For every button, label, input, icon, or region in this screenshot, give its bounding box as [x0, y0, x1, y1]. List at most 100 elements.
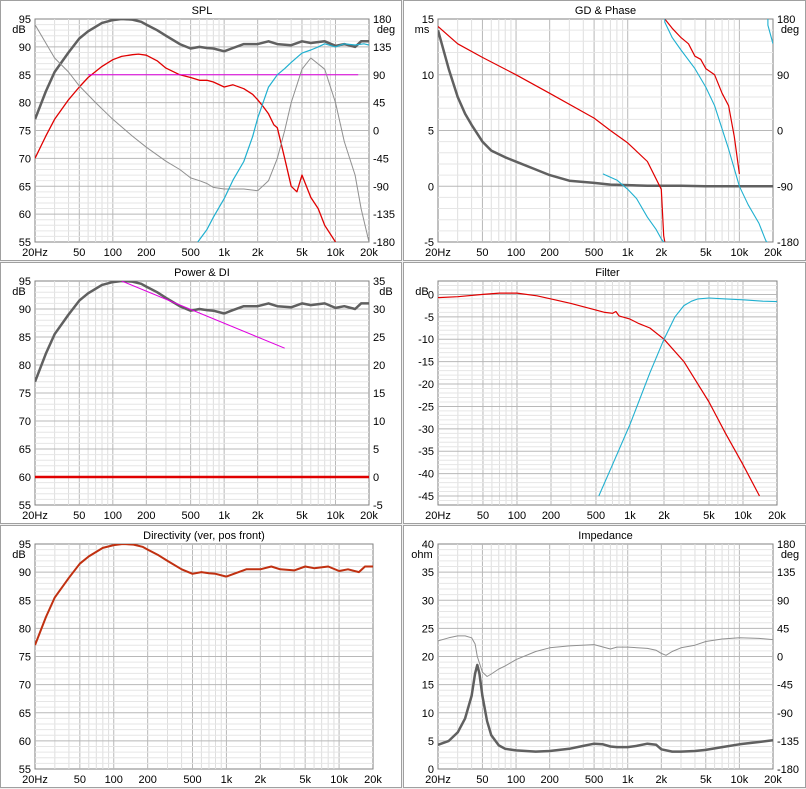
x-tick-label: 100 [105, 774, 123, 786]
x-tick-label: 10k [330, 774, 348, 786]
grid [438, 544, 773, 769]
x-tick-label: 200 [542, 510, 560, 522]
chart-panel-directivity: Directivity (ver, pos front) 20Hz 50 100 200… [0, 525, 402, 788]
y-tick-label-left: 70 [19, 680, 31, 692]
y-tick-label-left: 90 [19, 567, 31, 579]
series-line-2 [35, 53, 337, 242]
y-tick-label-left: 55 [19, 764, 31, 776]
chart-panel-impedance: Impedance 20Hz 50 100 200 500 1k 2k 5k 10k 20k 40 35… [403, 525, 806, 788]
x-tick-label: 50 [73, 510, 85, 522]
chart-panel-gd-phase: GD & Phase 20Hz 50 100 200 500 1k 2k 5k 10k 20k 15 1… [403, 0, 806, 261]
series-group [35, 281, 369, 479]
y-tick-label-right: 30 [373, 304, 385, 316]
y-tick-label-left: 60 [19, 736, 31, 748]
y-tick-label-left: 75 [19, 126, 31, 138]
x-tick-label: 100 [508, 510, 526, 522]
x-tick-label: 500 [183, 774, 201, 786]
y-unit-left: dB [12, 549, 25, 561]
x-tick-label: 20Hz [425, 247, 451, 259]
x-tick-label: 20Hz [22, 510, 48, 522]
y-tick-label-left: 0 [428, 181, 434, 193]
y-tick-label-right: -180 [777, 237, 799, 249]
y-tick-label-right: -90 [777, 708, 793, 720]
chart-title: Directivity (ver, pos front) [143, 530, 265, 542]
series-line-2 [438, 635, 773, 677]
y-tick-label-left: -5 [424, 312, 434, 324]
grid [35, 544, 373, 769]
x-tick-label: 50 [477, 510, 489, 522]
y-tick-label-left: 65 [19, 181, 31, 193]
x-tick-label: 500 [585, 247, 603, 259]
y-unit-right: deg [377, 24, 395, 36]
x-tick-label: 20k [360, 247, 378, 259]
y-tick-label-left: -20 [418, 379, 434, 391]
y-tick-label-right: -5 [373, 500, 383, 512]
grid [438, 281, 777, 505]
chart-panel-spl: SPL 20Hz 50 100 200 500 1k 2k 5k 10k 20k 95 90 85 80 75… [0, 0, 402, 261]
chart-svg-filter: Filter 20Hz 50 100 200 500 1k 2k 5k 10k 20k 0 -5 -10 -… [415, 267, 786, 522]
y-tick-label-right: 0 [373, 126, 379, 138]
x-tick-label: 100 [104, 247, 122, 259]
y-tick-label-left: 90 [19, 42, 31, 54]
y-tick-label-left: 0 [428, 289, 434, 301]
y-tick-label-left: 85 [19, 70, 31, 82]
x-tick-label: 2k [656, 247, 668, 259]
y-tick-label-right: -45 [373, 153, 389, 165]
y-unit-right: deg [781, 549, 799, 561]
y-tick-label-left: 85 [19, 332, 31, 344]
x-tick-label: 2k [252, 247, 264, 259]
x-tick-label: 1k [624, 510, 636, 522]
y-tick-label-left: 70 [19, 416, 31, 428]
y-tick-label-right: -180 [777, 764, 799, 776]
y-tick-label-left: 95 [19, 14, 31, 26]
y-tick-label-left: 80 [19, 623, 31, 635]
x-tick-label: 2k [255, 774, 267, 786]
y-tick-label-left: 75 [19, 652, 31, 664]
y-tick-label-left: 65 [19, 708, 31, 720]
x-tick-label: 100 [507, 774, 525, 786]
x-tick-label: 10k [731, 774, 749, 786]
grid [438, 19, 773, 242]
x-tick-label: 500 [585, 774, 603, 786]
y-tick-label-right: 135 [777, 567, 795, 579]
y-tick-label-right: 180 [373, 14, 391, 26]
y-tick-label-left: -45 [418, 491, 434, 503]
y-tick-label-right: 10 [373, 416, 385, 428]
y-tick-label-left: 40 [422, 539, 434, 551]
chart-title: Filter [595, 267, 620, 279]
y-tick-label-right: 15 [373, 388, 385, 400]
x-tick-label: 2k [656, 774, 668, 786]
x-tick-label: 20Hz [22, 774, 48, 786]
y-tick-label-left: 60 [19, 472, 31, 484]
y-unit-right: deg [781, 24, 799, 36]
y-unit-left: ohm [411, 549, 432, 561]
x-tick-label: 200 [540, 247, 558, 259]
y-tick-label-left: 75 [19, 388, 31, 400]
y-tick-label-left: -40 [418, 469, 434, 481]
y-unit-left: ms [415, 24, 430, 36]
x-tick-label: 2k [252, 510, 264, 522]
x-tick-label: 100 [104, 510, 122, 522]
series-group [35, 544, 373, 646]
x-tick-label: 5k [299, 774, 311, 786]
x-tick-label: 1k [221, 774, 233, 786]
series-group [438, 19, 773, 242]
series-line-3 [602, 19, 773, 242]
x-tick-label: 10k [327, 510, 345, 522]
x-tick-label: 500 [181, 247, 199, 259]
series-line-4 [35, 24, 369, 242]
x-tick-label: 200 [137, 247, 155, 259]
series-line-5 [197, 43, 369, 242]
series-group [35, 19, 369, 242]
grid [35, 19, 369, 242]
y-tick-label-left: 5 [428, 126, 434, 138]
y-tick-label-left: 90 [19, 304, 31, 316]
y-tick-label-left: 85 [19, 595, 31, 607]
y-tick-label-left: 0 [428, 764, 434, 776]
x-tick-label: 50 [476, 774, 488, 786]
y-tick-label-left: 5 [428, 736, 434, 748]
y-tick-label-left: 10 [422, 708, 434, 720]
y-tick-label-left: -25 [418, 401, 434, 413]
